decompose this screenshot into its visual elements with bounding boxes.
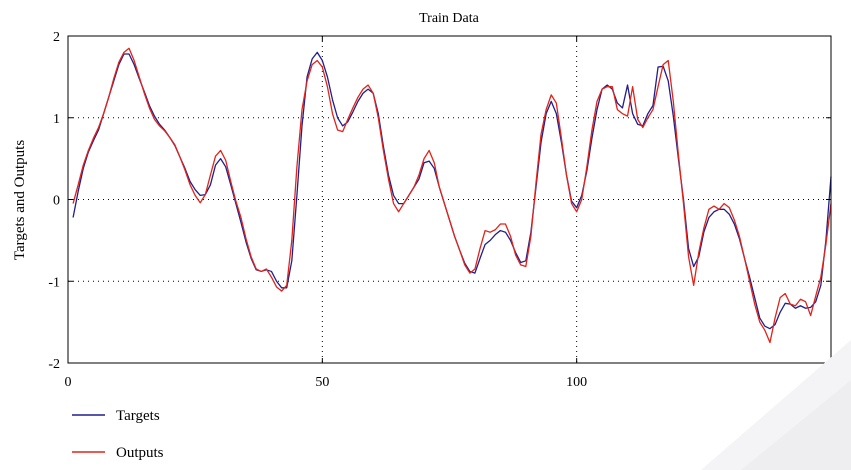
y-tick-label: -2 — [48, 357, 60, 372]
series-outputs — [72, 47, 832, 344]
grid — [68, 36, 831, 363]
x-tick-label: 50 — [315, 375, 329, 390]
ticks — [67, 35, 832, 364]
x-tick-label: 0 — [65, 375, 72, 390]
y-tick-label: 0 — [53, 194, 60, 209]
legend: Targets Outputs — [72, 408, 164, 461]
y-tick-label: -1 — [48, 275, 60, 290]
plot-frame — [67, 35, 832, 364]
legend-label-targets: Targets — [116, 408, 160, 424]
legend-label-outputs: Outputs — [116, 445, 164, 461]
y-tick-labels: -2 -1 0 1 2 — [48, 30, 60, 372]
watermark-graphic — [701, 340, 851, 470]
x-tick-label: 100 — [566, 375, 587, 390]
series-line-outputs — [72, 47, 832, 344]
y-tick-label: 2 — [53, 30, 60, 45]
y-tick-label: 1 — [53, 112, 60, 127]
y-axis-label: Targets and Outputs — [12, 140, 28, 260]
chart-title: Train Data — [419, 11, 480, 26]
series-targets — [72, 51, 832, 330]
series-line-targets — [72, 51, 832, 330]
